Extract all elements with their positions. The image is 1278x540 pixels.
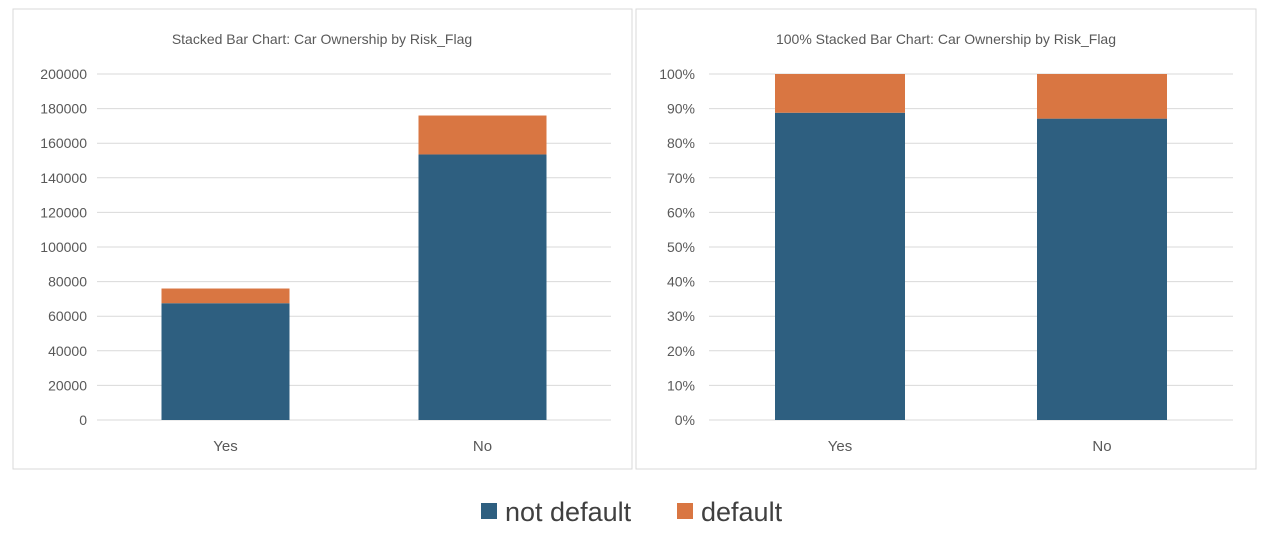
x-tick-label: Yes xyxy=(828,438,852,455)
y-tick-label: 30% xyxy=(667,308,695,324)
chart-1-bars xyxy=(161,115,547,420)
y-tick-label: 70% xyxy=(667,170,695,186)
y-tick-label: 0 xyxy=(79,412,87,428)
legend-label-default: default xyxy=(701,497,783,527)
y-tick-label: 0% xyxy=(675,412,695,428)
chart-2-x-tick-labels: Yes No xyxy=(828,438,1112,455)
x-tick-label: No xyxy=(473,438,492,455)
bar-not-default-yes xyxy=(161,303,290,420)
bar-default-yes xyxy=(775,74,905,113)
x-tick-label: No xyxy=(1092,438,1111,455)
y-tick-label: 140000 xyxy=(40,170,87,186)
y-tick-label: 100000 xyxy=(40,239,87,255)
y-tick-label: 80000 xyxy=(48,274,87,290)
legend-label-not-default: not default xyxy=(505,497,632,527)
y-tick-label: 50% xyxy=(667,239,695,255)
y-tick-label: 60% xyxy=(667,204,695,220)
y-tick-label: 120000 xyxy=(40,204,87,220)
y-tick-label: 20% xyxy=(667,343,695,359)
y-tick-label: 160000 xyxy=(40,135,87,151)
bar-not-default-yes xyxy=(775,112,905,420)
chart-2-y-tick-labels: 0% 10% 20% 30% 40% 50% 60% 70% 80% 90% 100% xyxy=(659,66,695,428)
legend-swatch-not-default xyxy=(481,503,497,519)
y-tick-label: 200000 xyxy=(40,66,87,82)
y-tick-label: 100% xyxy=(659,66,695,82)
y-tick-label: 180000 xyxy=(40,101,87,117)
bar-not-default-no xyxy=(418,154,547,420)
chart-stacked-counts: Stacked Bar Chart: Car Ownership by Risk… xyxy=(12,8,633,470)
legend: not default default xyxy=(481,497,783,527)
bar-default-no xyxy=(1037,74,1167,119)
bar-not-default-no xyxy=(1037,118,1167,420)
chart-2-bars xyxy=(775,74,1167,420)
chart-2-title: 100% Stacked Bar Chart: Car Ownership by… xyxy=(776,31,1116,47)
y-tick-label: 40000 xyxy=(48,343,87,359)
y-tick-label: 80% xyxy=(667,135,695,151)
chart-1-x-tick-labels: Yes No xyxy=(213,438,492,455)
y-tick-label: 10% xyxy=(667,377,695,393)
chart-100pct-stacked: 100% Stacked Bar Chart: Car Ownership by… xyxy=(635,8,1257,470)
bar-default-yes xyxy=(161,288,290,304)
bar-default-no xyxy=(418,115,547,155)
legend-swatch-default xyxy=(677,503,693,519)
y-tick-label: 90% xyxy=(667,101,695,117)
y-tick-label: 60000 xyxy=(48,308,87,324)
chart-1-y-tick-labels: 0 20000 40000 60000 80000 100000 120000 140000 1… xyxy=(40,66,87,428)
y-tick-label: 40% xyxy=(667,274,695,290)
x-tick-label: Yes xyxy=(213,438,237,455)
y-tick-label: 20000 xyxy=(48,377,87,393)
chart-1-title: Stacked Bar Chart: Car Ownership by Risk… xyxy=(172,31,472,47)
